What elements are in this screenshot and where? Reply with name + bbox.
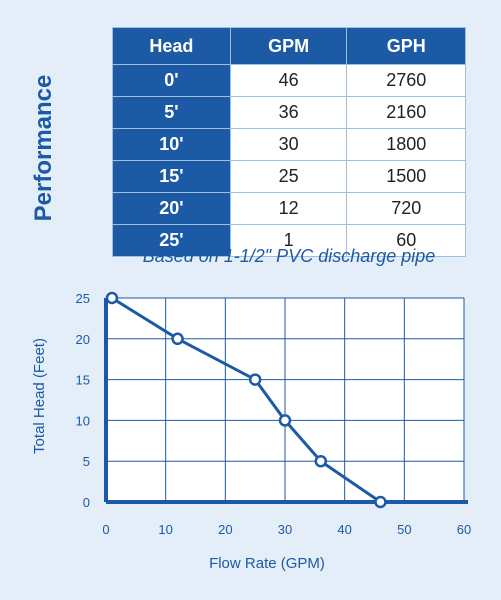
y-tick-label: 0 xyxy=(83,495,90,510)
gph-cell: 1800 xyxy=(346,128,466,161)
y-tick-label: 20 xyxy=(76,332,90,347)
gpm-cell: 12 xyxy=(229,192,348,225)
data-point xyxy=(374,495,387,509)
gph-cell: 2160 xyxy=(346,96,466,129)
table-header-row: Head GPM GPH xyxy=(112,27,466,65)
head-cell: 20' xyxy=(112,192,231,225)
x-tick-label: 50 xyxy=(397,522,411,537)
gpm-cell: 1 xyxy=(229,224,348,257)
x-tick-label: 60 xyxy=(457,522,471,537)
gph-cell: 720 xyxy=(346,192,466,225)
data-point xyxy=(171,332,184,346)
data-point xyxy=(314,454,328,468)
x-tick-label: 20 xyxy=(218,522,232,537)
side-title: Performance xyxy=(30,74,57,222)
pipe-note: Based on 1-1/2" PVC discharge pipe xyxy=(142,246,436,266)
table-row: 15' 25 1500 xyxy=(112,160,466,193)
x-tick-label: 40 xyxy=(337,522,351,537)
x-tick-label: 0 xyxy=(102,522,109,537)
table-row: 10' 30 1800 xyxy=(112,128,466,161)
y-tick-label: 5 xyxy=(83,454,90,469)
table-row: 25' 1 60 xyxy=(112,224,466,257)
y-axis-label: Total Head (Feet) xyxy=(31,338,48,454)
head-cell: 25' xyxy=(112,224,231,257)
gpm-cell: 25 xyxy=(229,160,348,193)
x-tick-label: 10 xyxy=(158,522,172,537)
data-point xyxy=(278,414,292,427)
header-gph: GPH xyxy=(346,27,466,65)
x-axis-label: Flow Rate (GPM) xyxy=(209,555,325,572)
gpm-cell: 36 xyxy=(229,96,348,129)
gph-cell: 1500 xyxy=(346,160,466,193)
data-point xyxy=(105,291,119,305)
head-cell: 10' xyxy=(112,128,231,161)
table-row: 5' 36 2160 xyxy=(112,96,466,129)
gph-cell: 60 xyxy=(346,224,466,257)
y-tick-label: 25 xyxy=(76,291,90,306)
gpm-cell: 30 xyxy=(229,128,348,161)
head-cell: 5' xyxy=(112,96,231,129)
series-line xyxy=(111,296,382,504)
head-cell: 0' xyxy=(112,64,231,97)
y-tick-label: 10 xyxy=(76,413,90,428)
performance-table: Head GPM GPH 0' 46 2760 5' 36 2160 10' 3… xyxy=(112,27,466,257)
y-tick-label: 15 xyxy=(76,373,90,388)
header-head: Head xyxy=(112,27,231,65)
header-gpm: GPM xyxy=(229,27,348,65)
table-row: 20' 12 720 xyxy=(112,192,466,225)
x-tick-label: 30 xyxy=(278,522,292,537)
gph-cell: 2760 xyxy=(346,64,466,97)
performance-curve-chart: 0 10 20 30 40 50 60 0 5 10 15 20 25 Flow Rate (GPM) To… xyxy=(31,291,471,572)
table-row: 0' 46 2760 xyxy=(112,64,466,97)
gpm-cell: 46 xyxy=(229,64,348,97)
head-cell: 15' xyxy=(112,160,231,193)
data-point xyxy=(248,373,262,386)
